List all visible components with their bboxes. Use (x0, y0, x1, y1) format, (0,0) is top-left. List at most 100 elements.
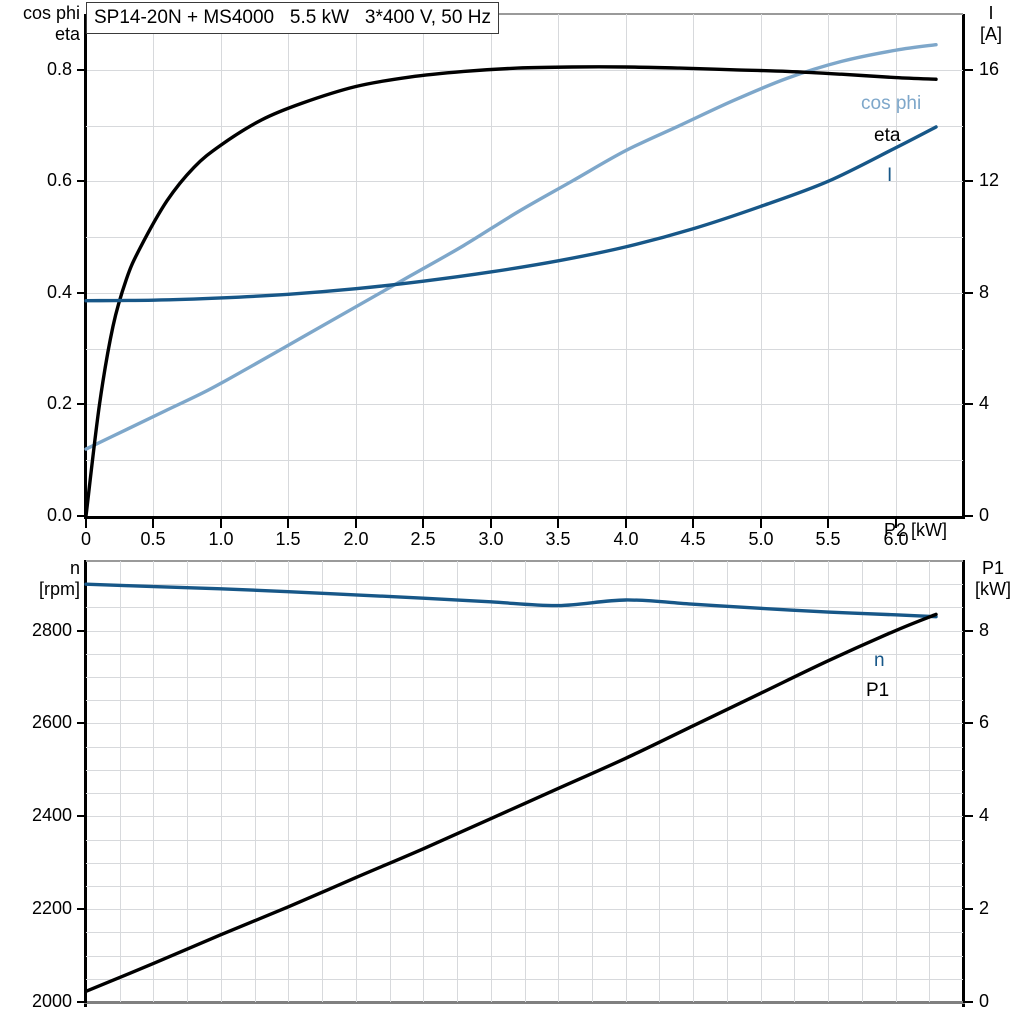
gridline-horizontal (86, 770, 963, 771)
right-axis-tick-label: 0 (979, 991, 990, 1011)
gridline-vertical (221, 14, 222, 516)
gridline-vertical (929, 561, 930, 1002)
gridline-vertical (592, 561, 593, 1002)
gridline-horizontal (86, 181, 963, 182)
curve-i (84, 125, 938, 303)
gridline-vertical (626, 561, 627, 1002)
bottom-left-axis-line (84, 560, 87, 1007)
gridline-vertical (794, 561, 795, 1002)
curve-cos-phi (84, 42, 938, 451)
left-axis-tick-label: 0.8 (46, 59, 72, 79)
x-axis-tick-label: 0 (80, 529, 91, 549)
top-left-axis-title-line1: cos phi (22, 3, 80, 23)
gridline-horizontal (86, 747, 963, 748)
bottom-right-axis-title-line1: P1 (981, 558, 1005, 578)
top-right-axis-title: I [A] (968, 3, 1014, 45)
right-axis-tick (963, 69, 973, 71)
left-axis-tick-label: 0.6 (46, 170, 72, 190)
left-axis-tick (77, 722, 87, 724)
gridline-vertical (659, 561, 660, 1002)
bottom-left-axis-title-line1: n (69, 558, 80, 578)
left-axis-tick (77, 180, 87, 182)
left-axis-tick (77, 69, 87, 71)
gridline-horizontal (86, 793, 963, 794)
gridline-vertical (423, 561, 424, 1002)
gridline-horizontal (86, 956, 963, 957)
left-axis-tick-label: 2800 (31, 620, 72, 640)
x-axis-tick (490, 519, 492, 528)
x-axis-tick-label: 2.0 (343, 529, 369, 549)
gridline-vertical (896, 561, 897, 1002)
x-axis-tick-label: 6.0 (883, 529, 909, 549)
right-axis-tick-label: 6 (979, 712, 990, 732)
gridline-vertical (491, 14, 492, 516)
right-axis-tick (963, 403, 973, 405)
gridline-vertical (693, 561, 694, 1002)
x-axis-tick (557, 519, 559, 528)
gridline-vertical (558, 14, 559, 516)
bottom-right-axis-line (962, 560, 965, 1007)
gridline-horizontal (86, 700, 963, 701)
gridline-horizontal (86, 460, 963, 461)
chart-title-box: SP14-20N + MS4000 5.5 kW 3*400 V, 50 Hz (86, 2, 499, 34)
gridline-horizontal (86, 654, 963, 655)
left-axis-tick-label: 0.0 (46, 505, 72, 525)
x-axis-tick-label: 2.5 (410, 529, 436, 549)
left-axis-tick (77, 515, 87, 517)
left-axis-tick-label: 0.4 (46, 282, 72, 302)
top-x-axis-line (84, 516, 965, 519)
x-axis-tick (760, 519, 762, 528)
gridline-vertical (120, 561, 121, 1002)
left-axis-tick (77, 815, 87, 817)
gridline-horizontal (86, 723, 963, 724)
curve-layer (84, 42, 938, 518)
gridline-vertical (423, 14, 424, 516)
gridline-horizontal (86, 237, 963, 238)
gridline-vertical (626, 14, 627, 516)
x-axis-tick-label: 1.0 (208, 529, 234, 549)
left-axis-tick-label: 2000 (31, 991, 72, 1011)
left-axis-tick (77, 1001, 87, 1003)
gridline-vertical (828, 14, 829, 516)
x-axis-tick-label: 5.0 (748, 529, 774, 549)
bottom-plot-top-border (86, 560, 963, 562)
x-axis-tick (827, 519, 829, 528)
right-axis-tick (963, 722, 973, 724)
gridline-vertical (390, 561, 391, 1002)
gridline-vertical (491, 561, 492, 1002)
curve-n (84, 582, 938, 619)
left-axis-tick-label: 2400 (31, 805, 72, 825)
right-axis-tick (963, 908, 973, 910)
gridline-horizontal (86, 863, 963, 864)
left-axis-tick-label: 0.2 (46, 393, 72, 413)
right-axis-tick-label: 16 (979, 59, 1000, 79)
gridline-horizontal (86, 816, 963, 817)
curve-eta (84, 65, 938, 518)
gridline-vertical (221, 561, 222, 1002)
right-axis-tick-label: 12 (979, 170, 1000, 190)
gridline-horizontal (86, 979, 963, 980)
top-x-axis-title: P2 [kW] (884, 520, 948, 540)
x-axis-tick (355, 519, 357, 528)
x-axis-tick-label: 0.5 (140, 529, 166, 549)
gridline-horizontal (86, 126, 963, 127)
top-right-axis-title-line2: [A] (979, 24, 1002, 44)
x-axis-tick-label: 5.5 (815, 529, 841, 549)
gridline-vertical (288, 561, 289, 1002)
top-left-axis-title: cos phi eta (0, 3, 80, 45)
gridline-vertical (356, 561, 357, 1002)
top-plot-top-border (86, 13, 963, 15)
gridline-horizontal (86, 886, 963, 887)
gridline-horizontal (86, 840, 963, 841)
gridline-horizontal (86, 631, 963, 632)
gridline-vertical (828, 561, 829, 1002)
curve-label-speed: n (874, 650, 885, 671)
gridline-horizontal (86, 404, 963, 405)
x-axis-tick (895, 519, 897, 528)
gridline-vertical (558, 561, 559, 1002)
gridline-vertical (356, 14, 357, 516)
right-axis-tick (963, 1001, 973, 1003)
bottom-chart: n [rpm] P1 [kW] n P1 2000 2200 2400 2600 280… (0, 556, 1024, 1024)
right-axis-tick-label: 4 (979, 393, 990, 413)
